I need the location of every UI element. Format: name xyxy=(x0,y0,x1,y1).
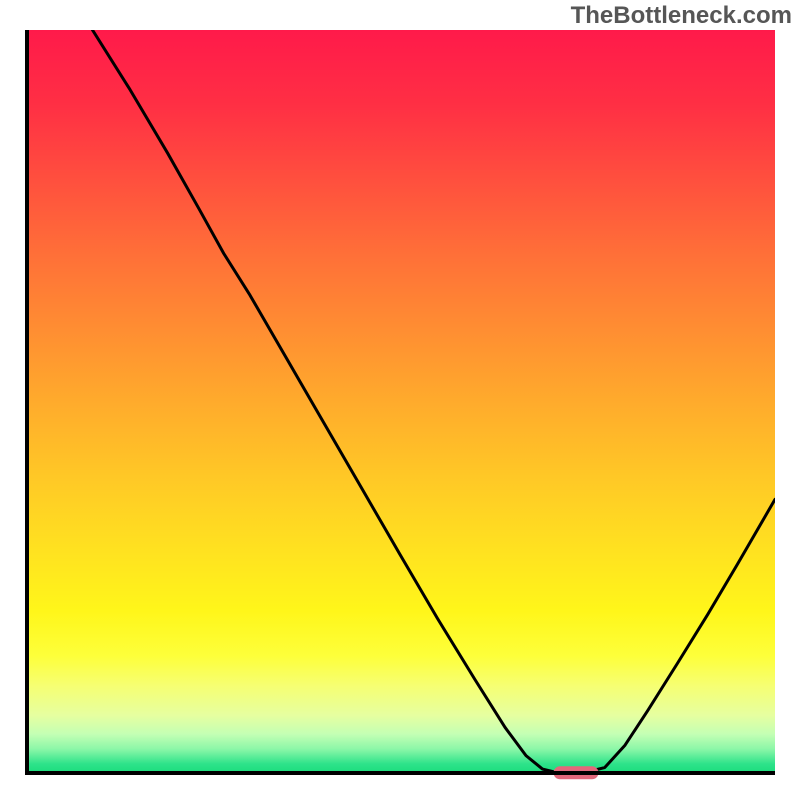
y-axis xyxy=(25,30,29,775)
plot-area xyxy=(25,30,775,775)
bottleneck-curve xyxy=(93,30,776,773)
chart-container: TheBottleneck.com xyxy=(0,0,800,800)
watermark-text: TheBottleneck.com xyxy=(571,2,792,30)
curve-layer xyxy=(25,30,775,775)
x-axis xyxy=(25,771,775,775)
